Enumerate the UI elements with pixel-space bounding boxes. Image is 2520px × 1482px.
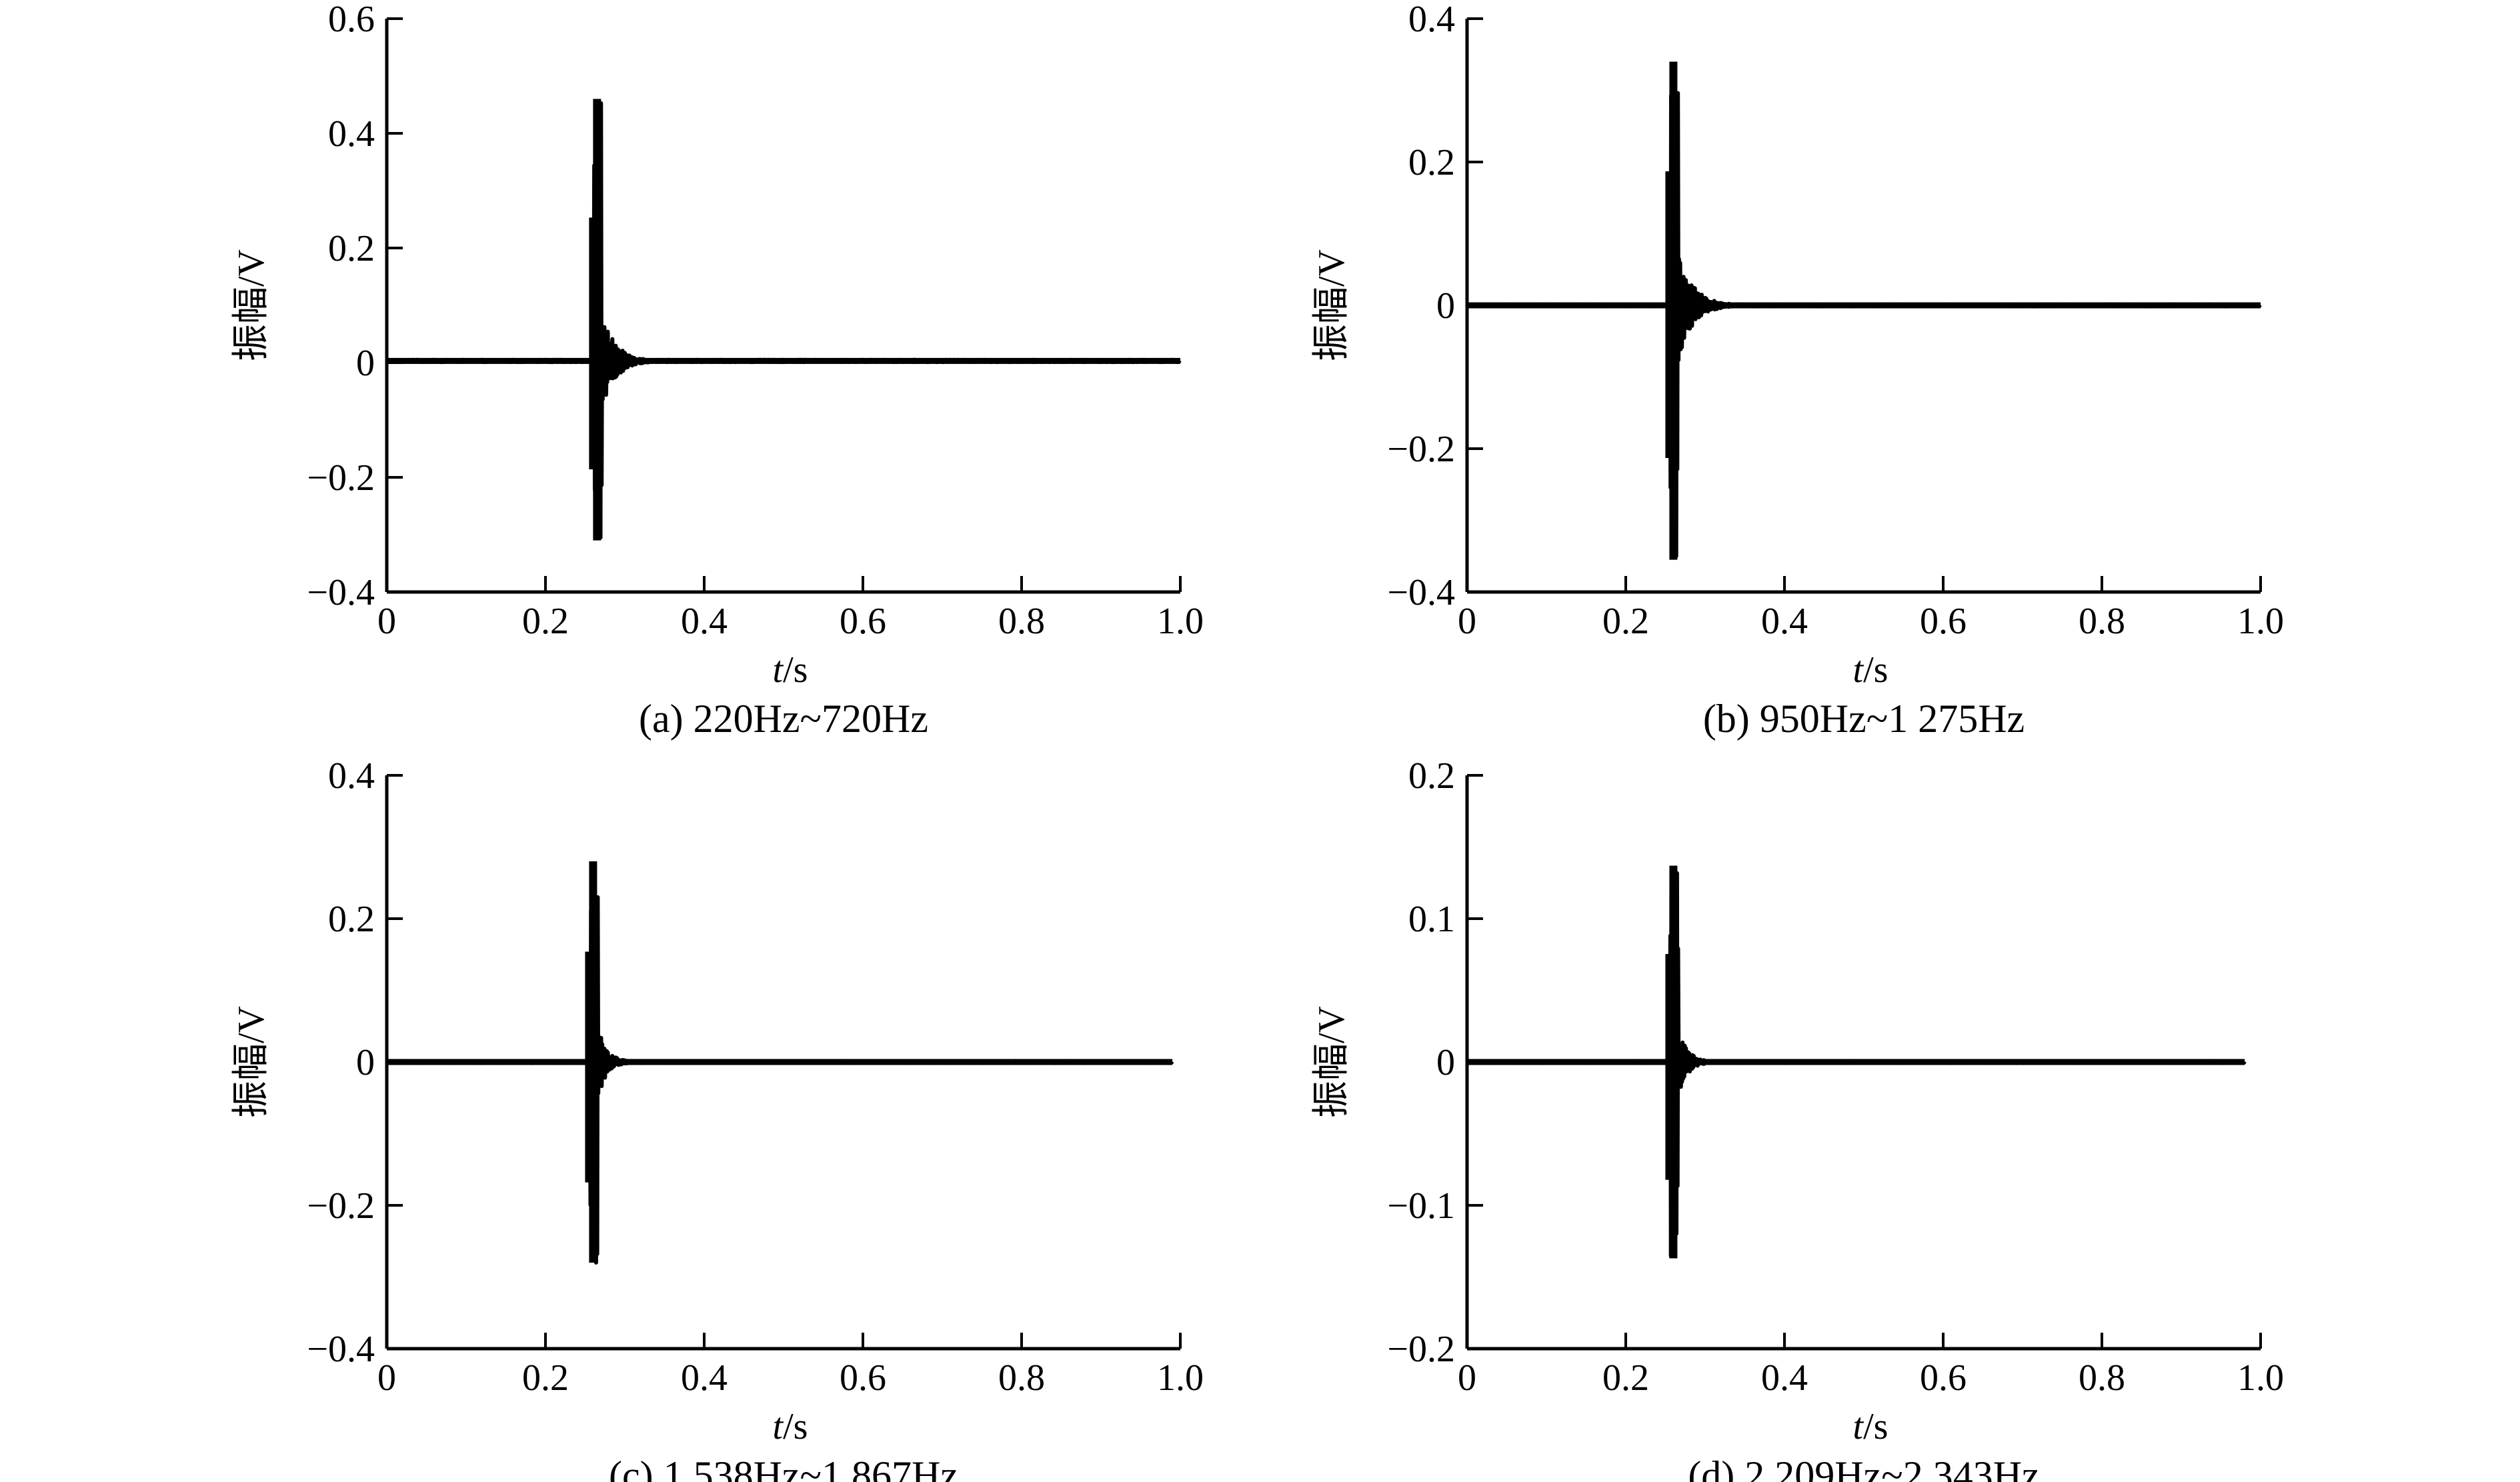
x-tick-label: 0.4 <box>681 1357 728 1399</box>
x-axis-title: t/s <box>773 1406 808 1447</box>
x-axis-title-variable: t <box>773 1406 784 1447</box>
panel-caption: (a) 220Hz~720Hz <box>639 697 928 741</box>
signal-trace <box>385 101 1182 540</box>
y-tick-label: 0.2 <box>1408 142 1455 183</box>
signal-trace <box>1465 67 2263 559</box>
x-tick-label: 0.6 <box>840 1357 886 1399</box>
y-tick-label: 0.2 <box>1408 755 1455 797</box>
y-tick-label: 0 <box>356 343 375 384</box>
chart-panel-3: 0.40.20−0.2−0.40 0.2 0.4 0.6 0.8 1.0t/s振幅/V(c… <box>231 755 1204 1482</box>
panel-caption: (d) 2 209Hz~2 343Hz <box>1688 1453 2039 1482</box>
panel-caption: (b) 950Hz~1 275Hz <box>1703 697 2025 741</box>
panel-caption: (c) 1 538Hz~1 867Hz <box>609 1453 958 1482</box>
y-tick-label: −0.4 <box>307 1329 375 1370</box>
chart-panel-4: 0.20.10−0.1−0.20 0.2 0.4 0.6 0.8 1.0t/s振幅/V(d… <box>1311 755 2284 1482</box>
y-tick-label: 0.1 <box>1408 899 1455 940</box>
x-tick-label: 1.0 <box>1157 601 1204 642</box>
y-tick-label: 0.6 <box>328 0 375 40</box>
x-tick-label: 1.0 <box>1157 1357 1204 1399</box>
x-axis-title: t/s <box>1853 1406 1888 1447</box>
x-tick-label: 0.8 <box>998 601 1045 642</box>
x-tick-label: 0.2 <box>1602 1357 1649 1399</box>
x-tick-label: 0 <box>377 601 396 642</box>
x-axis-title-unit: /s <box>1863 1406 1888 1447</box>
y-tick-label: −0.4 <box>1387 572 1455 613</box>
x-tick-label: 0.8 <box>2079 1357 2125 1399</box>
x-axis-title: t/s <box>773 649 808 691</box>
y-axis-title: 振幅/V <box>231 249 272 361</box>
y-tick-label: 0.2 <box>328 899 375 940</box>
y-tick-label: 0.2 <box>328 228 375 269</box>
y-tick-label: 0.4 <box>1408 0 1455 40</box>
x-tick-label: 0.4 <box>681 601 728 642</box>
x-tick-label: 0.6 <box>840 601 886 642</box>
y-tick-label: −0.2 <box>1387 1329 1455 1370</box>
x-tick-label: 0.2 <box>522 601 569 642</box>
x-tick-label: 0 <box>1458 601 1476 642</box>
x-axis-title-unit: /s <box>1863 649 1888 691</box>
y-axis-title: 振幅/V <box>231 1006 272 1118</box>
y-tick-label: −0.2 <box>307 457 375 499</box>
chart-panel-2: 0.40.20−0.2−0.40 0.2 0.4 0.6 0.8 1.0t/s振幅/V(b… <box>1311 0 2284 741</box>
y-axis-title: 振幅/V <box>1311 1006 1352 1118</box>
x-tick-label: 0.8 <box>2079 601 2125 642</box>
x-tick-label: 0.2 <box>1602 601 1649 642</box>
x-tick-label: 0.8 <box>998 1357 1045 1399</box>
x-tick-label: 0.4 <box>1761 601 1808 642</box>
y-tick-label: 0 <box>1436 1042 1455 1083</box>
y-tick-label: 0 <box>356 1042 375 1083</box>
y-tick-label: 0 <box>1436 285 1455 327</box>
x-tick-label: 1.0 <box>2237 601 2284 642</box>
x-tick-label: 0.4 <box>1761 1357 1808 1399</box>
x-tick-label: 0 <box>377 1357 396 1399</box>
y-tick-label: −0.1 <box>1387 1185 1455 1227</box>
x-axis-title-unit: /s <box>783 649 808 691</box>
x-tick-label: 0.6 <box>1920 1357 1967 1399</box>
y-tick-label: −0.4 <box>307 572 375 613</box>
y-tick-label: 0.4 <box>328 113 375 155</box>
x-tick-label: 0 <box>1458 1357 1476 1399</box>
x-axis-title-variable: t <box>1853 649 1864 691</box>
y-tick-label: 0.4 <box>328 755 375 797</box>
x-axis-title-unit: /s <box>783 1406 808 1447</box>
x-axis-title: t/s <box>1853 649 1888 691</box>
x-axis-title-variable: t <box>1853 1406 1864 1447</box>
x-axis-title-variable: t <box>773 649 784 691</box>
y-tick-label: −0.2 <box>307 1185 375 1227</box>
y-axis-title: 振幅/V <box>1311 249 1352 361</box>
x-tick-label: 1.0 <box>2237 1357 2284 1399</box>
x-tick-label: 0.2 <box>522 1357 569 1399</box>
x-tick-label: 0.6 <box>1920 601 1967 642</box>
chart-panel-1: 0.60.40.20−0.2−0.40 0.2 0.4 0.6 0.8 1.0t/s振幅/… <box>231 0 1204 741</box>
y-tick-label: −0.2 <box>1387 429 1455 470</box>
